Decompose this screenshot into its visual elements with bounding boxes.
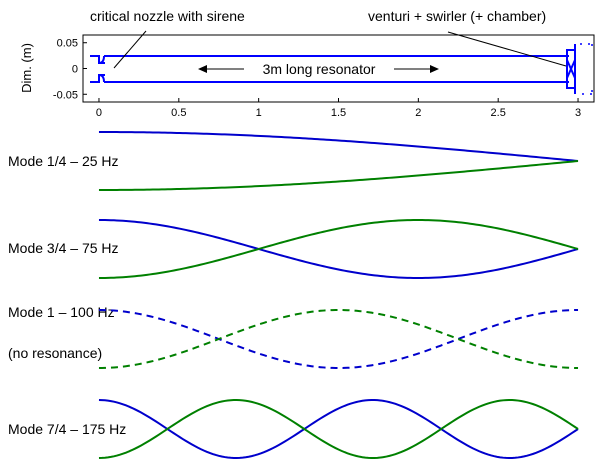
y-tick-label: 0 [72, 64, 78, 76]
x-tick-label: 0 [96, 107, 102, 119]
arrow-right-icon [430, 65, 439, 73]
geometry-plot: 0.05 0 -0.05 0 0.5 1 1.5 2 2.5 3 Dim. (m) critic… [19, 8, 595, 119]
mode-curve-lower [98, 308, 579, 369]
arrow-left-icon [198, 65, 207, 73]
x-tick-label: 2 [415, 107, 421, 119]
mode-row: Mode 3/4 – 75 Hz [8, 218, 579, 280]
x-tick-label: 3 [575, 107, 581, 119]
mode-sublabel: (no resonance) [8, 345, 102, 361]
nozzle-annotation: critical nozzle with sirene [90, 8, 245, 24]
mode-row: Mode 1/4 – 25 Hz [8, 131, 579, 191]
resonator-geometry [90, 43, 593, 95]
y-axis-label: Dim. (m) [19, 43, 34, 93]
y-tick-label: -0.05 [53, 89, 78, 101]
mode-curve-lower [98, 218, 579, 279]
mode-curve-lower [98, 398, 579, 459]
venturi-pointer-line [447, 31, 567, 67]
mode-row: Mode 1 – 100 Hz (no resonance) [8, 304, 579, 370]
mode-shapes: Mode 1/4 – 25 Hz Mode 3/4 – 75 Hz Mode 1… [8, 131, 579, 459]
x-tick-label: 1.5 [331, 107, 346, 119]
mode-label: Mode 3/4 – 75 Hz [8, 240, 119, 256]
mode-label: Mode 7/4 – 175 Hz [8, 421, 126, 437]
chamber-outline [580, 43, 593, 95]
x-tick-label: 2.5 [491, 107, 506, 119]
resonator-annotation: 3m long resonator [263, 61, 376, 77]
y-axis-ticks: 0.05 0 -0.05 [53, 38, 87, 101]
nozzle-throat-upper [98, 55, 105, 64]
nozzle-pointer-line [113, 30, 147, 69]
mode-curve-upper [98, 309, 579, 370]
mode-curve-lower [98, 160, 579, 191]
x-tick-label: 0.5 [171, 107, 186, 119]
mode-curve-upper [98, 219, 579, 280]
y-tick-label: 0.05 [57, 38, 78, 50]
x-tick-label: 1 [256, 107, 262, 119]
venturi-annotation: venturi + swirler (+ chamber) [368, 8, 546, 24]
nozzle-throat-lower [98, 74, 105, 83]
swirler-cross-b [566, 59, 576, 79]
x-axis-ticks: 0 0.5 1 1.5 2 2.5 3 [96, 98, 581, 119]
mode-label: Mode 1/4 – 25 Hz [8, 153, 119, 169]
mode-curve-upper [98, 131, 579, 162]
mode-curve-upper [98, 399, 579, 459]
mode-row: Mode 7/4 – 175 Hz [8, 398, 579, 459]
mode-label: Mode 1 – 100 Hz [8, 304, 115, 320]
